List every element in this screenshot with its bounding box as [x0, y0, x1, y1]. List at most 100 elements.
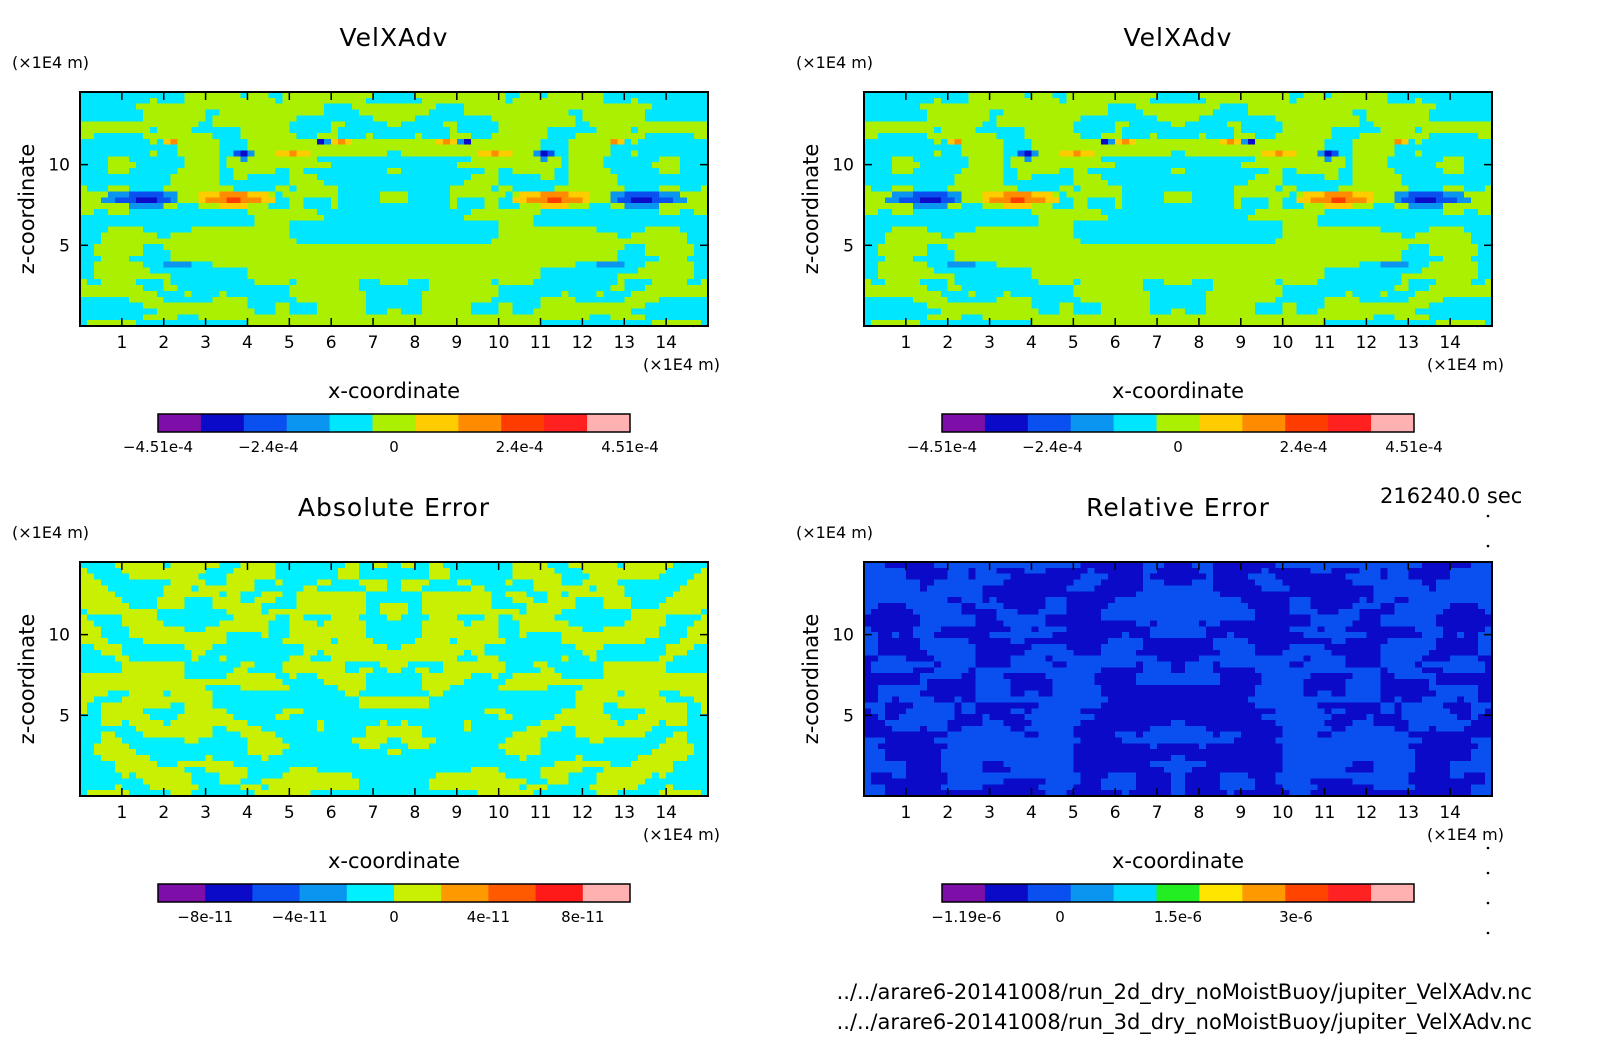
x-tick-label: 2: [942, 803, 953, 823]
x-tick-label: 14: [1439, 333, 1461, 353]
x-tick-label: 8: [1194, 333, 1205, 353]
x-tick-label: 12: [572, 803, 594, 823]
colorbar-swatch: [587, 414, 631, 432]
colorbar-swatch: [1242, 884, 1286, 902]
x-axis-label: x-coordinate: [1112, 379, 1244, 403]
x-tick-label: 3: [984, 803, 995, 823]
x-tick-label: 7: [1152, 803, 1163, 823]
colorbar-swatch: [535, 884, 584, 902]
colorbar-swatch: [329, 414, 374, 432]
y-unit-label: (×1E4 m): [12, 53, 89, 72]
x-unit-label: (×1E4 m): [1427, 355, 1504, 374]
x-tick-label: 10: [1272, 333, 1294, 353]
plot-frame: [79, 561, 709, 797]
x-tick-label: 7: [1152, 333, 1163, 353]
x-tick-label: 1: [900, 803, 911, 823]
chart-panel-4: Relative Error(×1E4 m)1 2 3 4 5 6 7 8 9 10 11 12 13 1…: [796, 493, 1504, 926]
x-tick-label: 8: [410, 803, 421, 823]
y-tick-label: 5: [59, 706, 70, 726]
colorbar-swatch: [1328, 414, 1372, 432]
chart-panel-3: Absolute Error(×1E4 m)1 2 3 4 5 6 7 8 9 10 11 12 13 1…: [12, 493, 720, 926]
x-tick-label: 4: [1026, 333, 1037, 353]
margin-dot: [1486, 544, 1490, 548]
y-axis-label: z-coordinate: [799, 144, 823, 275]
x-tick-label: 12: [1356, 803, 1378, 823]
margin-dot: [1486, 846, 1490, 850]
x-tick-label: 9: [451, 333, 462, 353]
x-tick-label: 3: [984, 333, 995, 353]
margin-dot: [1486, 871, 1490, 875]
x-tick-label: 10: [488, 803, 510, 823]
x-tick-label: 11: [1314, 803, 1336, 823]
colorbar-swatch: [984, 884, 1029, 902]
colorbar-swatch: [488, 884, 537, 902]
x-tick-label: 6: [1110, 803, 1121, 823]
x-tick-label: 11: [1314, 333, 1336, 353]
x-tick-label: 2: [158, 333, 169, 353]
y-tick-label: 5: [59, 236, 70, 256]
colorbar-swatch: [158, 884, 206, 902]
colorbar-swatch: [372, 414, 416, 432]
colorbar-frame: [941, 883, 1415, 903]
x-tick-label: 9: [451, 803, 462, 823]
plot-frame: [863, 91, 1493, 327]
colorbar: −4.51e-4 −2.4e-4 0 2.4e-4 4.51e-4: [123, 413, 659, 456]
colorbar-tick-label: 4.51e-4: [1385, 438, 1443, 456]
x-tick-label: 13: [613, 803, 635, 823]
x-tick-label: 5: [1068, 803, 1079, 823]
colorbar-swatch: [1328, 884, 1372, 902]
chart-panel-1: VelXAdv(×1E4 m)1 2 3 4 5 6 7 8 9 10 11 12 13 14510(×1…: [12, 23, 720, 456]
colorbar-swatch: [582, 884, 631, 902]
x-tick-label: 1: [116, 803, 127, 823]
colorbar-frame: [157, 883, 631, 903]
x-tick-label: 4: [242, 803, 253, 823]
colorbar-swatch: [1285, 884, 1329, 902]
colorbar-tick-label: 2.4e-4: [1280, 438, 1328, 456]
colorbar-tick-label: 1.5e-6: [1154, 908, 1202, 926]
chart-panel-2: VelXAdv(×1E4 m)1 2 3 4 5 6 7 8 9 10 11 12 13 14510(×1…: [796, 23, 1504, 456]
colorbar-tick-label: 2.4e-4: [496, 438, 544, 456]
timestamp: 216240.0 sec: [1380, 484, 1523, 508]
y-axis-label: z-coordinate: [15, 614, 39, 745]
x-tick-label: 13: [1397, 333, 1419, 353]
colorbar-swatch: [1242, 414, 1286, 432]
colorbar-swatch: [544, 414, 588, 432]
colorbar-tick-label: −2.4e-4: [238, 438, 299, 456]
colorbar-swatch: [1371, 414, 1415, 432]
x-tick-label: 13: [613, 333, 635, 353]
colorbar-swatch: [1070, 884, 1115, 902]
chart-title: VelXAdv: [340, 23, 449, 52]
x-tick-label: 6: [1110, 333, 1121, 353]
colorbar: −4.51e-4 −2.4e-4 0 2.4e-4 4.51e-4: [907, 413, 1443, 456]
colorbar-swatch: [942, 884, 986, 902]
colorbar-swatch: [1156, 414, 1200, 432]
chart-title: Absolute Error: [298, 493, 490, 522]
colorbar-swatch: [1113, 884, 1158, 902]
x-tick-label: 2: [942, 333, 953, 353]
heatmap-field: [864, 92, 1493, 327]
x-tick-label: 9: [1235, 333, 1246, 353]
x-unit-label: (×1E4 m): [643, 355, 720, 374]
y-tick-label: 10: [832, 626, 854, 646]
colorbar-tick-label: 0: [1055, 908, 1065, 926]
colorbar-swatch: [286, 414, 331, 432]
colorbar-swatch: [415, 414, 459, 432]
x-tick-label: 14: [1439, 803, 1461, 823]
colorbar-swatch: [205, 884, 253, 902]
colorbar-swatch: [458, 414, 502, 432]
colorbar-swatch: [1156, 884, 1200, 902]
colorbar-swatch: [984, 414, 1029, 432]
x-tick-label: 3: [200, 333, 211, 353]
x-tick-label: 7: [368, 803, 379, 823]
colorbar-tick-label: −2.4e-4: [1022, 438, 1083, 456]
chart-title: VelXAdv: [1124, 23, 1233, 52]
x-tick-label: 11: [530, 803, 552, 823]
heatmap-field: [80, 92, 709, 327]
colorbar-tick-label: 0: [389, 438, 399, 456]
colorbar-swatch: [346, 884, 395, 902]
x-tick-label: 14: [655, 803, 677, 823]
x-axis-label: x-coordinate: [328, 379, 460, 403]
colorbar-swatch: [200, 414, 245, 432]
colorbar-frame: [157, 413, 631, 433]
colorbar-swatch: [1113, 414, 1158, 432]
